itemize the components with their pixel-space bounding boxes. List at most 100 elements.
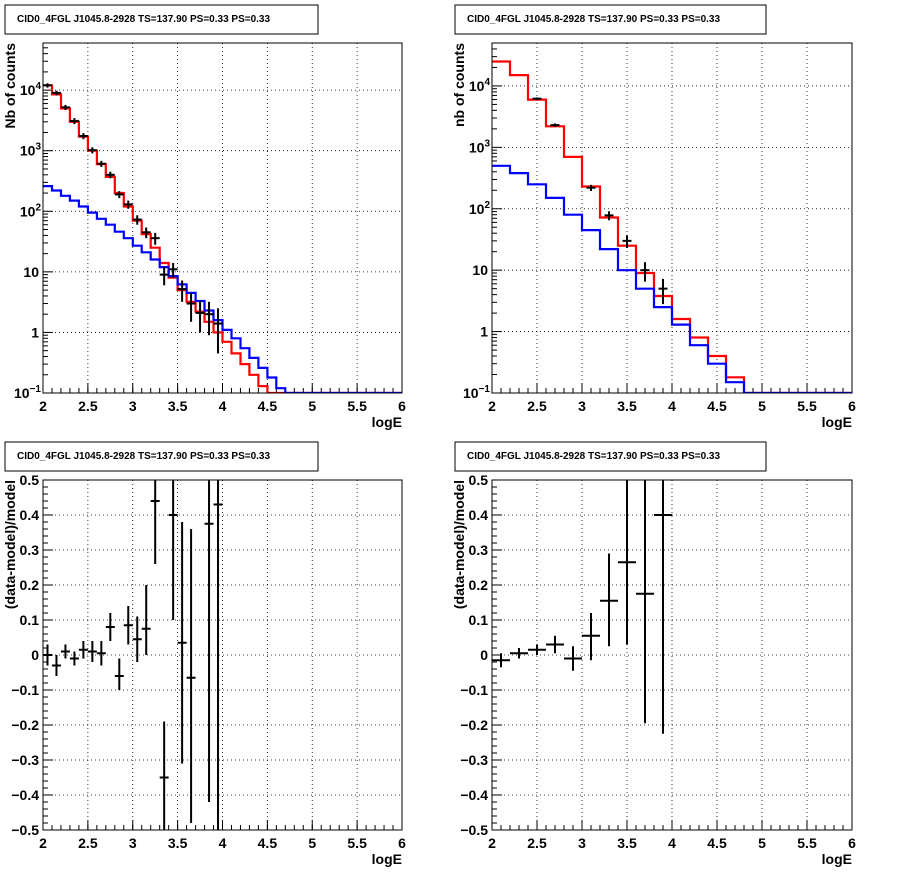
x-tick-label: 2.5 xyxy=(527,835,547,851)
chart-panel-3: CID0_4FGL J1045.8-2928 TS=137.90 PS=0.33… xyxy=(2,441,406,867)
data-point xyxy=(177,280,187,302)
model-background-histogram xyxy=(492,164,852,393)
y-tick-label: 10−1 xyxy=(463,384,490,401)
y-tick-label: −0.4 xyxy=(11,787,39,803)
data-point xyxy=(532,97,542,100)
y-tick-label: 102 xyxy=(469,200,491,217)
y-tick-label: 0.3 xyxy=(20,542,40,558)
y-tick-label: −0.3 xyxy=(11,752,39,768)
title-box xyxy=(4,441,319,472)
data-point xyxy=(150,232,160,245)
y-tick-label: 1 xyxy=(480,324,488,340)
chart-title: CID0_4FGL J1045.8-2928 TS=137.90 PS=0.33… xyxy=(467,14,720,25)
y-tick-label: 10−1 xyxy=(14,384,41,401)
y-tick-label: −0.2 xyxy=(11,717,39,733)
x-tick-label: 6 xyxy=(848,398,856,414)
data-point xyxy=(132,616,142,662)
grid-lines xyxy=(492,480,852,830)
data-point xyxy=(123,606,133,645)
title-box xyxy=(454,4,767,35)
data-point xyxy=(96,641,106,666)
x-tick-label: 2.5 xyxy=(78,398,98,414)
x-tick-label: 5 xyxy=(758,835,766,851)
plot-frame xyxy=(491,479,853,831)
data-point xyxy=(78,133,88,140)
y-tick-label: 0.2 xyxy=(20,577,40,593)
y-tick-label: 0.5 xyxy=(469,472,489,488)
x-tick-label: 5 xyxy=(758,398,766,414)
x-axis-label: logE xyxy=(372,414,402,430)
x-tick-label: 4 xyxy=(219,835,227,851)
data-point xyxy=(159,267,169,286)
data-point xyxy=(105,613,115,641)
y-axis-label: nb of counts xyxy=(451,43,467,127)
x-tick-label: 5 xyxy=(308,835,316,851)
data-point xyxy=(213,308,223,354)
y-tick-label: 0.1 xyxy=(469,612,489,628)
data-points xyxy=(43,83,223,354)
data-point xyxy=(654,480,672,734)
data-point xyxy=(600,553,618,647)
data-point xyxy=(51,655,61,676)
x-tick-label: 3.5 xyxy=(617,835,637,851)
data-point xyxy=(213,480,223,830)
data-point xyxy=(132,215,142,225)
data-point xyxy=(177,522,187,764)
x-tick-label: 6 xyxy=(398,398,406,414)
y-axis-label: Nb of counts xyxy=(2,43,18,129)
data-point xyxy=(492,653,510,668)
y-axis-label: (data-model)/model xyxy=(2,480,18,609)
data-point xyxy=(528,644,546,655)
model-background-histogram xyxy=(43,185,402,393)
y-tick-label: 104 xyxy=(469,77,491,94)
y-tick-label: −0.4 xyxy=(460,787,488,803)
y-tick-label: −0.1 xyxy=(11,682,39,698)
x-tick-label: 3 xyxy=(129,835,137,851)
x-tick-label: 5.5 xyxy=(347,398,367,414)
data-point xyxy=(141,585,151,655)
y-tick-label: 0.3 xyxy=(469,542,489,558)
x-tick-label: 6 xyxy=(398,835,406,851)
y-tick-label: 10 xyxy=(472,262,488,278)
x-tick-label: 4.5 xyxy=(707,835,727,851)
data-point xyxy=(114,658,124,690)
data-point xyxy=(168,263,178,278)
data-point xyxy=(618,480,636,645)
data-point xyxy=(640,262,650,282)
model-total-histogram xyxy=(492,60,852,393)
plot-frame xyxy=(42,42,403,394)
series-group xyxy=(492,60,852,393)
x-tick-label: 4 xyxy=(668,835,676,851)
x-tick-label: 2 xyxy=(488,398,496,414)
y-tick-label: 10 xyxy=(23,264,39,280)
chart-panel-4: CID0_4FGL J1045.8-2928 TS=137.90 PS=0.33… xyxy=(451,441,856,867)
data-point xyxy=(69,118,79,125)
data-point xyxy=(604,211,614,221)
data-points xyxy=(43,480,223,830)
data-point xyxy=(204,480,214,802)
data-point xyxy=(87,641,97,662)
y-tick-label: −0.1 xyxy=(460,682,488,698)
data-point xyxy=(204,301,214,336)
y-tick-label: 104 xyxy=(20,81,42,98)
x-tick-label: 2.5 xyxy=(527,398,547,414)
chart-title: CID0_4FGL J1045.8-2928 TS=137.90 PS=0.33… xyxy=(467,451,720,462)
data-point xyxy=(550,123,560,127)
y-tick-label: 0 xyxy=(31,647,39,663)
data-point xyxy=(168,480,178,620)
y-tick-label: 103 xyxy=(20,142,42,159)
plot-frame xyxy=(42,479,403,831)
y-tick-label: 0.4 xyxy=(20,507,40,523)
data-point xyxy=(123,200,133,209)
x-tick-label: 4 xyxy=(668,398,676,414)
x-axis-label: logE xyxy=(822,851,852,867)
x-tick-label: 5 xyxy=(308,398,316,414)
x-tick-label: 3.5 xyxy=(168,835,188,851)
x-axis-label: logE xyxy=(822,414,852,430)
data-point xyxy=(43,644,52,666)
y-tick-label: −0.5 xyxy=(460,822,488,838)
y-tick-label: 0 xyxy=(480,647,488,663)
y-tick-label: −0.5 xyxy=(11,822,39,838)
x-tick-label: 2 xyxy=(39,398,47,414)
